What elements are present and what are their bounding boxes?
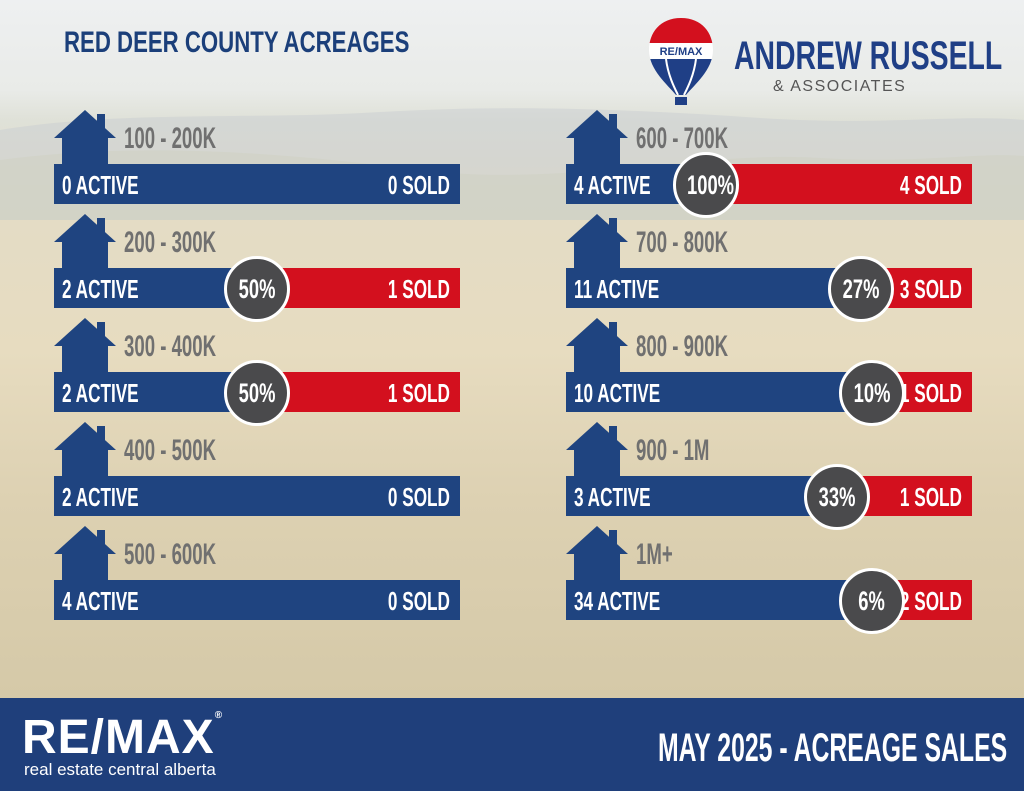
house-icon [54, 524, 116, 580]
house-icon [566, 316, 628, 372]
sell-through-badge: 100% [673, 152, 739, 218]
active-count: 11 ACTIVE [574, 274, 660, 304]
sell-through-badge: 50% [224, 256, 290, 322]
house-icon [566, 420, 628, 476]
listing-bar: 2 ACTIVE 1 SOLD 50% [54, 256, 460, 322]
sold-count: 0 SOLD [388, 170, 450, 200]
active-count: 3 ACTIVE [574, 482, 651, 512]
active-count: 4 ACTIVE [574, 170, 651, 200]
page-title: RED DEER COUNTY ACREAGES [64, 26, 410, 59]
sold-fill [706, 164, 972, 204]
sold-count: 1 SOLD [388, 378, 450, 408]
active-count: 4 ACTIVE [62, 586, 139, 616]
sell-through-badge: 33% [803, 464, 870, 530]
price-range-row: 600 - 700K 4 ACTIVE 4 SOLD 100% [566, 108, 972, 218]
active-count: 2 ACTIVE [62, 482, 139, 512]
price-range-row: 700 - 800K 11 ACTIVE 3 SOLD 27% [566, 212, 972, 322]
sold-count: 4 SOLD [900, 170, 962, 200]
listing-bar: 2 ACTIVE 1 SOLD 50% [54, 360, 460, 426]
sell-through-badge: 10% [839, 360, 905, 426]
sold-count: 3 SOLD [900, 274, 962, 304]
brand-name: ANDREW RUSSELL [734, 34, 1003, 78]
price-range-row: 500 - 600K 4 ACTIVE 0 SOLD [54, 524, 460, 620]
price-range-row: 900 - 1M 3 ACTIVE 1 SOLD 33% [566, 420, 972, 530]
house-icon [566, 108, 628, 164]
price-range-label: 600 - 700K [636, 122, 729, 155]
price-range-row: 300 - 400K 2 ACTIVE 1 SOLD 50% [54, 316, 460, 426]
active-count: 2 ACTIVE [62, 274, 139, 304]
house-icon [54, 212, 116, 268]
house-icon [54, 316, 116, 372]
listing-bar: 4 ACTIVE 4 SOLD 100% [566, 152, 972, 218]
sold-count: 1 SOLD [388, 274, 450, 304]
sell-through-badge: 50% [224, 360, 290, 426]
active-count: 2 ACTIVE [62, 378, 139, 408]
sell-through-badge: 6% [839, 568, 905, 634]
price-range-label: 800 - 900K [636, 330, 729, 363]
house-icon [566, 524, 628, 580]
sold-count: 0 SOLD [388, 586, 450, 616]
footer-bar: RE/MAX® real estate central alberta MAY … [0, 698, 1024, 791]
house-icon [54, 420, 116, 476]
price-range-row: 200 - 300K 2 ACTIVE 1 SOLD 50% [54, 212, 460, 322]
price-range-row: 1M+ 34 ACTIVE 2 SOLD 6% [566, 524, 972, 634]
footer-remax-logo: RE/MAX® [22, 710, 224, 764]
price-range-label: 900 - 1M [636, 434, 710, 467]
brand-subtitle: & ASSOCIATES [773, 78, 907, 95]
house-icon [54, 108, 116, 164]
price-range-row: 400 - 500K 2 ACTIVE 0 SOLD [54, 420, 460, 516]
listing-bar: 3 ACTIVE 1 SOLD 33% [566, 464, 972, 530]
sold-count: 0 SOLD [388, 482, 450, 512]
listing-bar: 10 ACTIVE 1 SOLD 10% [566, 360, 972, 426]
price-range-row: 100 - 200K 0 ACTIVE 0 SOLD [54, 108, 460, 204]
sold-fill [257, 268, 460, 308]
active-count: 10 ACTIVE [574, 378, 661, 408]
sold-fill [257, 372, 460, 412]
active-count: 34 ACTIVE [574, 586, 661, 616]
active-count: 0 ACTIVE [62, 170, 139, 200]
listing-bar: 0 ACTIVE 0 SOLD [54, 164, 460, 204]
sell-through-badge: 27% [828, 256, 895, 322]
sold-count: 1 SOLD [900, 482, 962, 512]
price-range-label: 500 - 600K [124, 538, 217, 571]
sold-count: 1 SOLD [900, 378, 962, 408]
sold-count: 2 SOLD [900, 586, 962, 616]
footer-subtitle: real estate central alberta [24, 760, 216, 779]
remax-balloon-logo: RE/MAX [649, 18, 713, 105]
house-icon [566, 212, 628, 268]
price-range-row: 800 - 900K 10 ACTIVE 1 SOLD 10% [566, 316, 972, 426]
listing-bar: 11 ACTIVE 3 SOLD 27% [566, 256, 972, 322]
price-range-label: 100 - 200K [124, 122, 217, 155]
price-range-label: 700 - 800K [636, 226, 729, 259]
listing-bar: 34 ACTIVE 2 SOLD 6% [566, 568, 972, 634]
price-range-label: 400 - 500K [124, 434, 217, 467]
price-range-label: 200 - 300K [124, 226, 217, 259]
report-title: MAY 2025 - ACREAGE SALES [658, 726, 1008, 770]
listing-bar: 4 ACTIVE 0 SOLD [54, 580, 460, 620]
price-range-label: 300 - 400K [124, 330, 217, 363]
listing-bar: 2 ACTIVE 0 SOLD [54, 476, 460, 516]
svg-text:RE/MAX: RE/MAX [660, 46, 703, 58]
price-range-label: 1M+ [636, 538, 673, 571]
